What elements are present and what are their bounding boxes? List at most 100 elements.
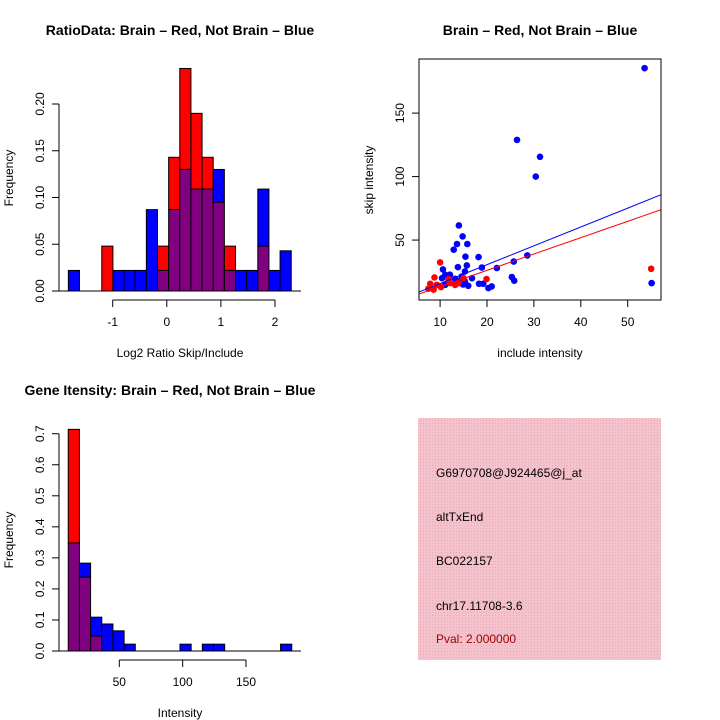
y-tick-label: 0.2 — [33, 580, 47, 597]
scatter-point-not-brain — [454, 263, 462, 271]
x-tick-label: 0 — [163, 315, 170, 329]
scatter-point-brain — [431, 274, 438, 281]
y-tick-label: 50 — [393, 233, 407, 247]
histogram-bar-brain — [67, 428, 80, 544]
scatter-point-not-brain — [479, 280, 487, 288]
y-tick-label: 0.0 — [33, 642, 47, 659]
pval: Pval: 2.000000 — [436, 632, 516, 646]
histogram-bar-not-brain — [101, 623, 114, 652]
scatter-point-not-brain — [488, 283, 495, 290]
histogram-bar-not-brain — [213, 643, 226, 652]
y-tick-label: 0.6 — [33, 456, 47, 473]
intensity-histogram-title: Gene Itensity: Brain – Red, Not Brain – … — [25, 382, 316, 398]
scatter-xlabel: include intensity — [497, 346, 582, 360]
scatter-point-not-brain — [532, 173, 540, 180]
histogram-bar-overlap — [179, 168, 192, 292]
histogram-bar-overlap — [190, 188, 203, 292]
y-tick-label: 0.00 — [33, 279, 47, 303]
histogram-bar-brain — [101, 245, 114, 292]
scatter-point-not-brain — [453, 240, 461, 248]
probe-id: G6970708@J924465@j_at — [436, 466, 582, 480]
x-tick-label: 50 — [113, 675, 127, 689]
histogram-bar-not-brain — [90, 616, 103, 637]
ratio-histogram-xlabel: Log2 Ratio Skip/Include — [117, 346, 244, 360]
y-tick-label: 0.20 — [33, 92, 47, 116]
scatter-point-brain — [426, 280, 434, 288]
histogram-bar-brain — [168, 156, 181, 211]
histogram-bar-not-brain — [78, 562, 92, 578]
regression-line-brain — [419, 209, 661, 295]
x-tick-label: 10 — [433, 315, 447, 329]
scatter-point-not-brain — [450, 246, 458, 254]
histogram-bar-not-brain — [235, 269, 248, 292]
histogram-bar-overlap — [212, 201, 225, 292]
histogram-bar-not-brain — [112, 630, 125, 652]
intensity-histogram: Gene Itensity: Brain – Red, Not Brain – … — [2, 382, 316, 720]
histogram-bar-overlap — [67, 542, 80, 652]
histogram-bar-overlap — [201, 188, 214, 292]
histogram-bar-brain — [201, 156, 214, 190]
scatter-point-brain — [436, 259, 444, 266]
scatter-ylabel: skip intensity — [362, 146, 376, 215]
x-tick-label: 20 — [480, 315, 494, 329]
scatter-point-not-brain — [648, 279, 655, 287]
histogram-bar-not-brain — [257, 188, 270, 247]
histogram-bar-not-brain — [123, 643, 136, 652]
event-type: altTxEnd — [436, 510, 483, 524]
scatter-point-not-brain — [455, 222, 463, 229]
y-tick-label: 0.15 — [33, 139, 47, 163]
x-tick-label: 2 — [272, 315, 279, 329]
histogram-bar-not-brain — [201, 643, 215, 652]
histogram-bar-not-brain — [280, 643, 293, 652]
x-tick-label: 40 — [574, 315, 588, 329]
regression-line-not-brain — [419, 194, 661, 293]
histogram-bar-overlap — [78, 576, 92, 652]
y-tick-label: 0.05 — [33, 232, 47, 256]
y-tick-label: 0.5 — [33, 487, 47, 504]
histogram-bar-brain — [190, 112, 203, 190]
scatter-title: Brain – Red, Not Brain – Blue — [443, 22, 638, 38]
scatter-point-not-brain — [641, 64, 648, 72]
accession: BC022157 — [436, 554, 493, 568]
scatter-point-not-brain — [464, 240, 471, 248]
ratio-histogram-ylabel: Frequency — [2, 150, 16, 207]
scatter-point-not-brain — [463, 262, 471, 269]
y-tick-label: 150 — [393, 103, 407, 123]
histogram-bar-not-brain — [279, 250, 292, 292]
x-tick-label: 30 — [527, 315, 541, 329]
histogram-bar-overlap — [257, 245, 270, 292]
info-panel: G6970708@J924465@j_at altTxEnd BC022157 … — [418, 418, 661, 660]
histogram-bar-brain — [156, 245, 170, 271]
x-tick-label: -1 — [107, 315, 118, 329]
histogram-bar-overlap — [90, 635, 103, 652]
info-panel-background — [418, 418, 661, 660]
histogram-bar-not-brain — [268, 269, 281, 292]
y-tick-label: 0.7 — [33, 425, 47, 442]
scatter-point-not-brain — [513, 136, 521, 144]
intensity-histogram-xlabel: Intensity — [158, 706, 203, 720]
y-tick-label: 100 — [393, 166, 407, 186]
intensity-histogram-ylabel: Frequency — [2, 512, 16, 569]
ratio-histogram: RatioData: Brain – Red, Not Brain – Blue… — [2, 22, 314, 360]
x-tick-label: 150 — [236, 675, 256, 689]
scatter-point-not-brain — [462, 253, 469, 261]
scatter-plot-area — [419, 64, 661, 295]
scatter-point-not-brain — [459, 233, 466, 240]
histogram-bar-brain — [179, 67, 192, 170]
scatter-point-not-brain — [439, 266, 447, 273]
x-tick-label: 50 — [621, 315, 635, 329]
histogram-bar-not-brain — [134, 269, 147, 292]
histogram-bar-not-brain — [112, 269, 125, 292]
histogram-bar-not-brain — [123, 269, 136, 292]
histogram-bar-not-brain — [67, 269, 80, 292]
y-tick-label: 0.4 — [33, 518, 47, 535]
histogram-bar-not-brain — [246, 269, 259, 292]
x-tick-label: 1 — [218, 315, 225, 329]
x-tick-label: 100 — [173, 675, 193, 689]
scatter-point-brain — [483, 275, 490, 283]
y-tick-label: 0.1 — [33, 611, 47, 628]
scatter-frame — [418, 58, 662, 301]
scatter-point-not-brain — [510, 277, 518, 284]
ratio-histogram-title: RatioData: Brain – Red, Not Brain – Blue — [46, 22, 315, 38]
histogram-bar-brain — [223, 245, 237, 271]
